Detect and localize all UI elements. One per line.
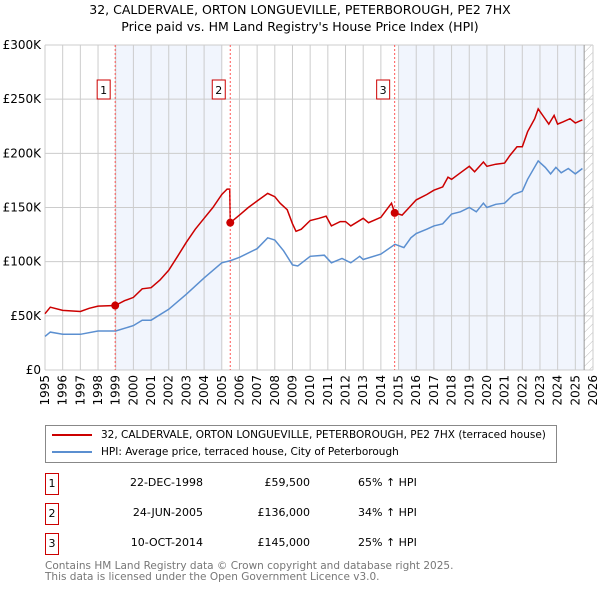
sale-hpi-diff: 25% ↑ HPI [358, 536, 417, 549]
x-tick-label: 2004 [197, 375, 211, 406]
x-tick-label: 1998 [91, 375, 105, 406]
x-tick-label: 2025 [568, 375, 582, 406]
y-tick-label: £150K [3, 201, 43, 215]
x-tick-label: 2019 [462, 375, 476, 406]
x-tick-label: 2012 [339, 375, 353, 406]
y-tick-label: £300K [3, 38, 43, 52]
series-line [44, 159, 583, 337]
x-tick-label: 2002 [162, 375, 176, 406]
x-tick-label: 2003 [179, 375, 193, 406]
sale-marker-box [376, 79, 391, 100]
sale-marker-badge: 2 [45, 503, 59, 525]
x-tick-label: 2016 [409, 375, 423, 406]
price-chart: 1995 1996 1997 1998 1999 2000 2001 2002 2003 2004… [3, 38, 600, 406]
sale-point [390, 208, 399, 217]
legend: 32, CALDERVALE, ORTON LONGUEVILLE, PETER… [45, 425, 557, 463]
x-tick-label: 1997 [73, 375, 87, 406]
sale-price: £136,000 [257, 506, 311, 519]
x-tick-label: 2006 [232, 375, 246, 406]
x-tick-label: 2009 [285, 375, 299, 406]
x-tick-label: 2023 [533, 375, 547, 406]
y-tick-label: £200K [3, 146, 43, 160]
x-tick-label: 2026 [586, 375, 600, 406]
x-tick-label: 2008 [268, 375, 282, 406]
sale-date: 22-DEC-1998 [129, 476, 203, 489]
x-tick-label: 1995 [38, 375, 52, 406]
x-tick-label: 2010 [303, 375, 317, 406]
footer-copyright: Contains HM Land Registry data © Crown c… [45, 560, 454, 572]
legend-swatch [52, 434, 92, 436]
x-tick-label: 2021 [498, 375, 512, 406]
sale-hpi-diff: 65% ↑ HPI [358, 476, 417, 489]
legend-item-property: 32, CALDERVALE, ORTON LONGUEVILLE, PETER… [52, 427, 546, 443]
sale-marker-box [96, 79, 111, 100]
sale-row: 2 24-JUN-2005 £136,000 34% ↑ HPI [45, 503, 445, 525]
x-tick-label: 2001 [144, 375, 158, 406]
sale-marker-label: 2 [215, 84, 222, 97]
y-tick-label: £100K [3, 255, 43, 269]
sale-marker-label: 3 [380, 84, 387, 97]
x-tick-label: 1999 [109, 375, 123, 406]
x-tick-label: 2014 [374, 375, 388, 406]
sale-point [111, 301, 120, 310]
x-tick-label: 2005 [215, 375, 229, 406]
legend-item-hpi: HPI: Average price, terraced house, City… [52, 444, 399, 460]
x-tick-label: 2015 [392, 375, 406, 406]
legend-swatch [52, 451, 92, 453]
x-tick-label: 2024 [551, 375, 565, 406]
chart-subtitle: Price paid vs. HM Land Registry's House … [121, 19, 479, 34]
sale-hpi-diff: 34% ↑ HPI [358, 506, 417, 519]
x-tick-label: 2020 [480, 375, 494, 406]
footer-licence: This data is licensed under the Open Gov… [45, 571, 380, 583]
sale-row: 3 10-OCT-2014 £145,000 25% ↑ HPI [45, 533, 445, 555]
x-tick-label: 2000 [126, 375, 140, 406]
x-tick-label: 2022 [515, 375, 529, 406]
sale-marker-box [211, 79, 226, 100]
legend-label: 32, CALDERVALE, ORTON LONGUEVILLE, PETER… [101, 429, 546, 441]
sale-marker-label: 1 [100, 84, 107, 97]
legend-label: HPI: Average price, terraced house, City… [101, 446, 399, 458]
sale-row: 1 22-DEC-1998 £59,500 65% ↑ HPI [45, 473, 445, 495]
x-tick-label: 2017 [427, 375, 441, 406]
y-tick-label: £0 [26, 363, 41, 377]
sale-price: £145,000 [257, 536, 311, 549]
sale-price: £59,500 [264, 476, 311, 489]
sale-marker-badge: 3 [45, 533, 59, 555]
x-tick-label: 2007 [250, 375, 264, 406]
sale-date: 24-JUN-2005 [132, 506, 203, 519]
y-tick-label: £50K [10, 309, 42, 323]
x-tick-label: 1996 [56, 375, 70, 406]
x-tick-label: 2011 [321, 375, 335, 406]
chart-title: 32, CALDERVALE, ORTON LONGUEVILLE, PETER… [89, 2, 511, 17]
x-tick-label: 2018 [445, 375, 459, 406]
sale-marker-badge: 1 [45, 473, 59, 495]
x-tick-label: 2013 [356, 375, 370, 406]
y-tick-label: £250K [3, 92, 43, 106]
sale-point [226, 218, 235, 227]
series-line [44, 107, 583, 315]
sale-date: 10-OCT-2014 [130, 536, 203, 549]
